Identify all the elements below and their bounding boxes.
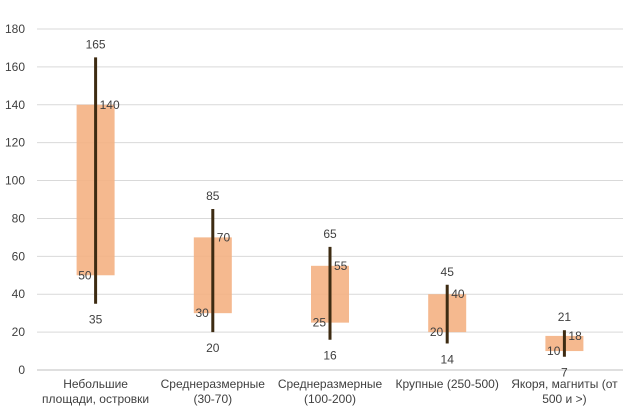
- data-label: 35: [89, 313, 103, 327]
- data-label: 40: [451, 287, 465, 301]
- y-axis-ticks: 0 20 40 60 80 100 120 140 160 180: [5, 22, 25, 377]
- data-label: 7: [561, 366, 568, 380]
- y-tick-label: 40: [12, 287, 26, 301]
- category-label: Якоря, магниты (от: [511, 377, 618, 391]
- gridlines: [37, 28, 623, 371]
- data-label: 65: [323, 227, 337, 241]
- category-label: Среднеразмерные: [278, 377, 383, 391]
- data-label: 70: [217, 230, 231, 244]
- category-label: Небольшие: [63, 377, 128, 391]
- data-label: 45: [441, 265, 455, 279]
- y-tick-label: 120: [5, 136, 25, 150]
- data-label: 20: [206, 341, 220, 355]
- data-label: 140: [100, 98, 120, 112]
- y-tick-label: 60: [12, 249, 26, 263]
- category-label: (100-200): [304, 392, 356, 406]
- min-max-whiskers: [94, 57, 566, 357]
- category-label: Среднеразмерные: [161, 377, 266, 391]
- data-label: 21: [558, 310, 572, 324]
- data-labels: 165 35 140 50 85 20 70 30 65 16 55 25 45 14 40 20 21 7 18 1…: [78, 37, 582, 379]
- data-label: 55: [334, 259, 348, 273]
- category-label: 500 и >): [542, 392, 586, 406]
- category-label: (30-70): [193, 392, 232, 406]
- category-label: Крупные (250-500): [396, 377, 499, 391]
- y-tick-label: 180: [5, 22, 25, 36]
- data-label: 10: [547, 344, 561, 358]
- y-tick-label: 160: [5, 60, 25, 74]
- data-label: 25: [313, 316, 327, 330]
- y-tick-label: 80: [12, 211, 26, 225]
- y-tick-label: 140: [5, 98, 25, 112]
- data-label: 30: [195, 306, 209, 320]
- data-label: 165: [86, 37, 106, 51]
- data-label: 20: [430, 325, 444, 339]
- data-label: 85: [206, 189, 220, 203]
- data-label: 50: [78, 268, 92, 282]
- data-label: 18: [568, 329, 582, 343]
- y-tick-label: 100: [5, 174, 25, 188]
- category-label: площади, островки: [42, 392, 149, 406]
- y-tick-label: 0: [18, 363, 25, 377]
- data-label: 14: [441, 352, 455, 366]
- y-tick-label: 20: [12, 325, 26, 339]
- data-label: 16: [323, 349, 337, 363]
